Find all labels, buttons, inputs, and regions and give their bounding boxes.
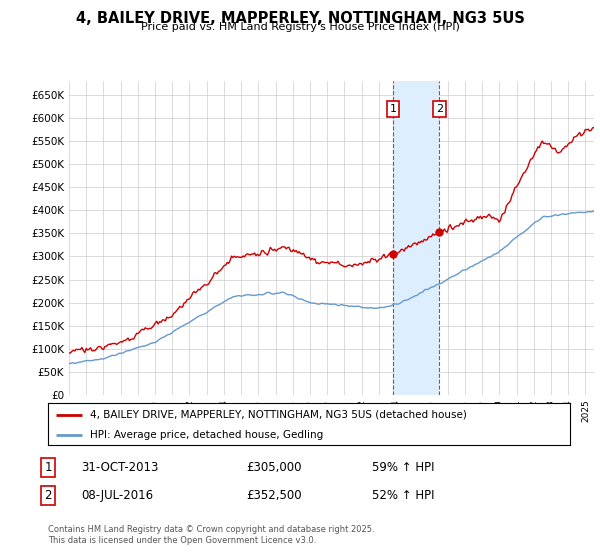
Text: 08-JUL-2016: 08-JUL-2016 xyxy=(81,489,153,502)
Text: 31-OCT-2013: 31-OCT-2013 xyxy=(81,461,158,474)
Text: Contains HM Land Registry data © Crown copyright and database right 2025.
This d: Contains HM Land Registry data © Crown c… xyxy=(48,525,374,545)
Text: £305,000: £305,000 xyxy=(246,461,302,474)
Text: 1: 1 xyxy=(44,461,52,474)
Text: 2: 2 xyxy=(436,104,443,114)
Text: £352,500: £352,500 xyxy=(246,489,302,502)
Text: 4, BAILEY DRIVE, MAPPERLEY, NOTTINGHAM, NG3 5US (detached house): 4, BAILEY DRIVE, MAPPERLEY, NOTTINGHAM, … xyxy=(90,409,467,419)
Text: 59% ↑ HPI: 59% ↑ HPI xyxy=(372,461,434,474)
Text: HPI: Average price, detached house, Gedling: HPI: Average price, detached house, Gedl… xyxy=(90,430,323,440)
Bar xyxy=(393,81,439,395)
Text: 52% ↑ HPI: 52% ↑ HPI xyxy=(372,489,434,502)
Text: Price paid vs. HM Land Registry's House Price Index (HPI): Price paid vs. HM Land Registry's House … xyxy=(140,22,460,32)
Text: 4, BAILEY DRIVE, MAPPERLEY, NOTTINGHAM, NG3 5US: 4, BAILEY DRIVE, MAPPERLEY, NOTTINGHAM, … xyxy=(76,11,524,26)
Text: 2: 2 xyxy=(44,489,52,502)
Text: 1: 1 xyxy=(389,104,397,114)
